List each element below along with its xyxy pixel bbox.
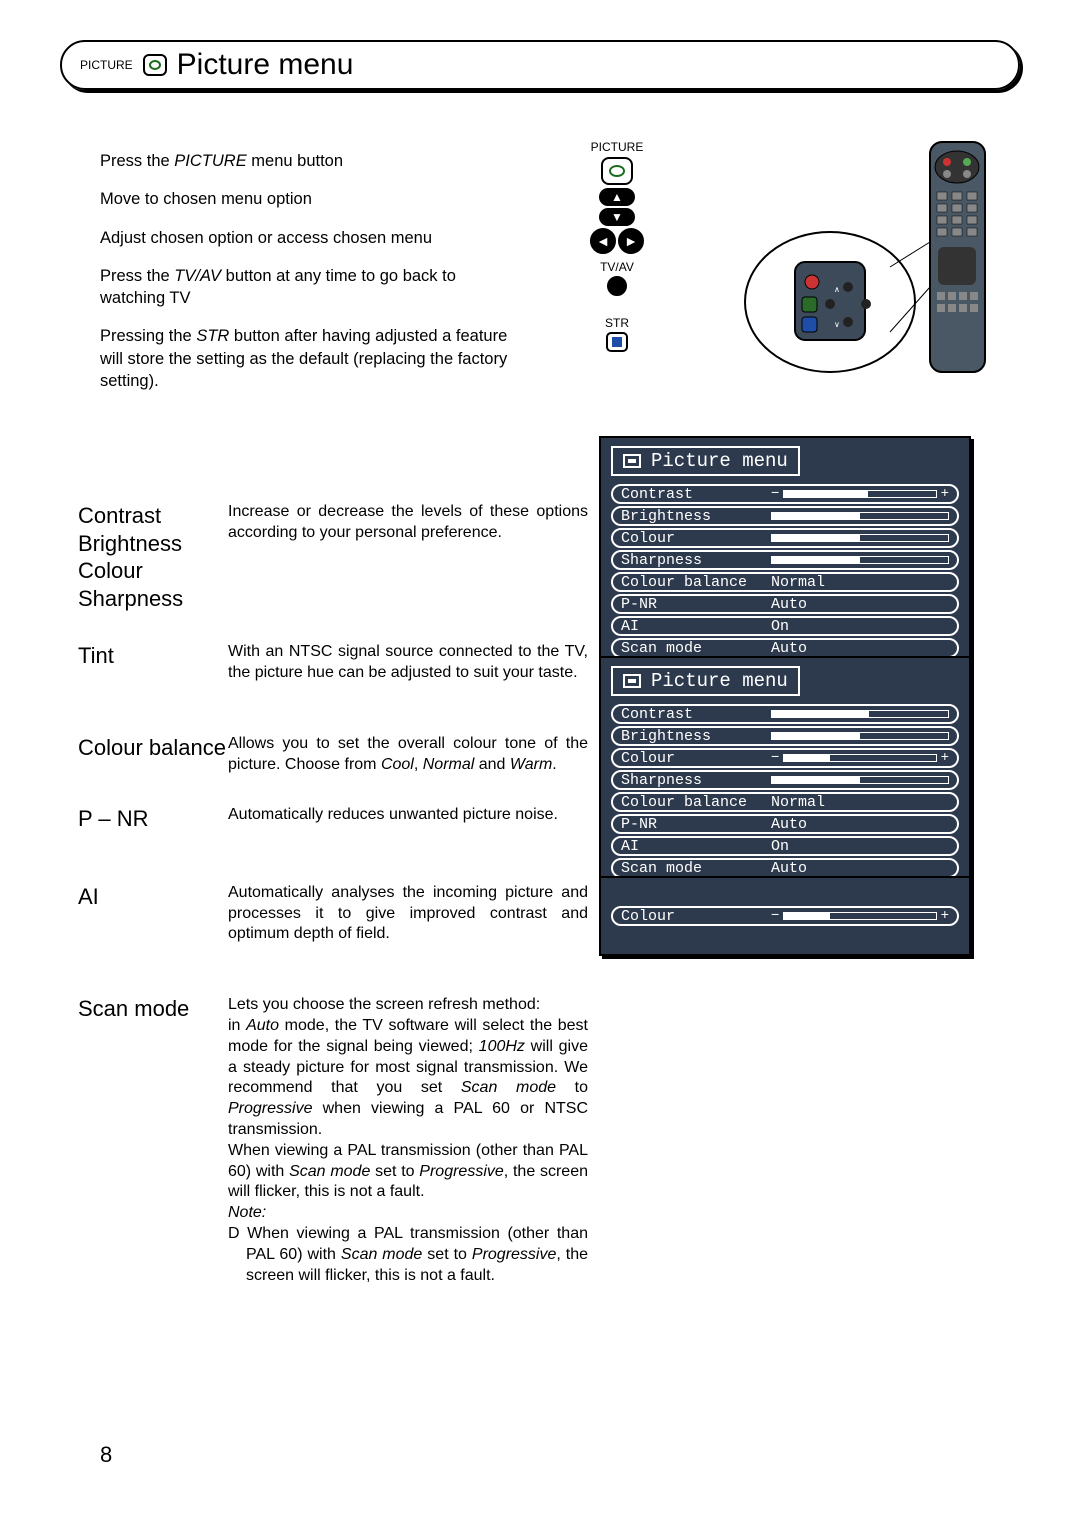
picture-label: PICTURE: [590, 140, 644, 154]
osd-menu-2: Picture menu ContrastBrightnessColour−+Sh…: [599, 656, 971, 894]
osd-row: Contrast: [611, 704, 959, 724]
osd-row: Scan modeAuto: [611, 858, 959, 878]
right-arrow-icon: ►: [618, 228, 644, 254]
intro-line-2: Move to chosen menu option: [100, 188, 510, 210]
osd-row: AIOn: [611, 836, 959, 856]
feature-desc: With an NTSC signal source connected to …: [228, 642, 588, 684]
osd-row: Brightness: [611, 726, 959, 746]
feature-label: P – NR: [78, 805, 228, 833]
feature-desc: Automatically analyses the incoming pict…: [228, 883, 588, 945]
osd-row: Sharpness: [611, 550, 959, 570]
page-title-box: PICTURE Picture menu: [60, 40, 1020, 90]
tvav-button-icon: [607, 276, 627, 296]
up-arrow-icon: ▲: [599, 188, 635, 206]
svg-text:∨: ∨: [834, 320, 840, 329]
svg-text:∧: ∧: [834, 285, 840, 294]
osd-row: Brightness: [611, 506, 959, 526]
feature-desc: Automatically reduces unwanted picture n…: [228, 805, 588, 826]
osd-row: Colour balanceNormal: [611, 792, 959, 812]
feature-desc: Lets you choose the screen refresh metho…: [228, 995, 588, 1286]
osd-row: Scan modeAuto: [611, 638, 959, 658]
osd-row: Colour−+: [611, 906, 959, 926]
page-title: Picture menu: [177, 48, 354, 82]
osd-row: Colour balanceNormal: [611, 572, 959, 592]
picture-icon: [143, 54, 167, 76]
osd-menu-1: Picture menu Contrast−+BrightnessColourSh…: [599, 436, 971, 674]
remote-illustration: ∧ ∨: [740, 132, 1000, 382]
intro-line-1: Press the PICTURE menu button: [100, 150, 510, 172]
feature-label: Tint: [78, 642, 228, 670]
intro-line-3: Adjust chosen option or access chosen me…: [100, 227, 510, 249]
osd-row: Colour: [611, 528, 959, 548]
picture-button-icon: [601, 157, 633, 185]
osd-title: Picture menu: [611, 666, 800, 696]
osd-row: Contrast−+: [611, 484, 959, 504]
osd-mini: Colour−+: [599, 876, 971, 956]
osd-row: Sharpness: [611, 770, 959, 790]
osd-row: AIOn: [611, 616, 959, 636]
left-arrow-icon: ◄: [590, 228, 616, 254]
feature-label: AI: [78, 883, 228, 911]
picture-small-label: PICTURE: [80, 58, 133, 72]
feature-label: Scan mode: [78, 995, 228, 1023]
feature-label: ContrastBrightnessColourSharpness: [78, 502, 228, 612]
str-label: STR: [590, 316, 644, 330]
down-arrow-icon: ▼: [599, 208, 635, 226]
osd-title: Picture menu: [611, 446, 800, 476]
osd-row: P-NRAuto: [611, 594, 959, 614]
osd-row: P-NRAuto: [611, 814, 959, 834]
feature-row: Scan modeLets you choose the screen refr…: [78, 995, 1020, 1286]
feature-desc: Increase or decrease the levels of these…: [228, 502, 588, 544]
str-button-icon: [606, 332, 628, 352]
page-number: 8: [100, 1442, 112, 1468]
osd-row: Colour−+: [611, 748, 959, 768]
feature-label: Colour balance: [78, 734, 228, 762]
feature-desc: Allows you to set the overall colour ton…: [228, 734, 588, 776]
intro-line-5: Pressing the STR button after having adj…: [100, 325, 510, 392]
intro-line-4: Press the TV/AV button at any time to go…: [100, 265, 510, 310]
intro-block: Press the PICTURE menu button Move to ch…: [100, 150, 1020, 392]
button-column: PICTURE ▲ ▼ ◄ ► TV/AV STR: [590, 140, 644, 354]
tvav-label: TV/AV: [590, 260, 644, 274]
